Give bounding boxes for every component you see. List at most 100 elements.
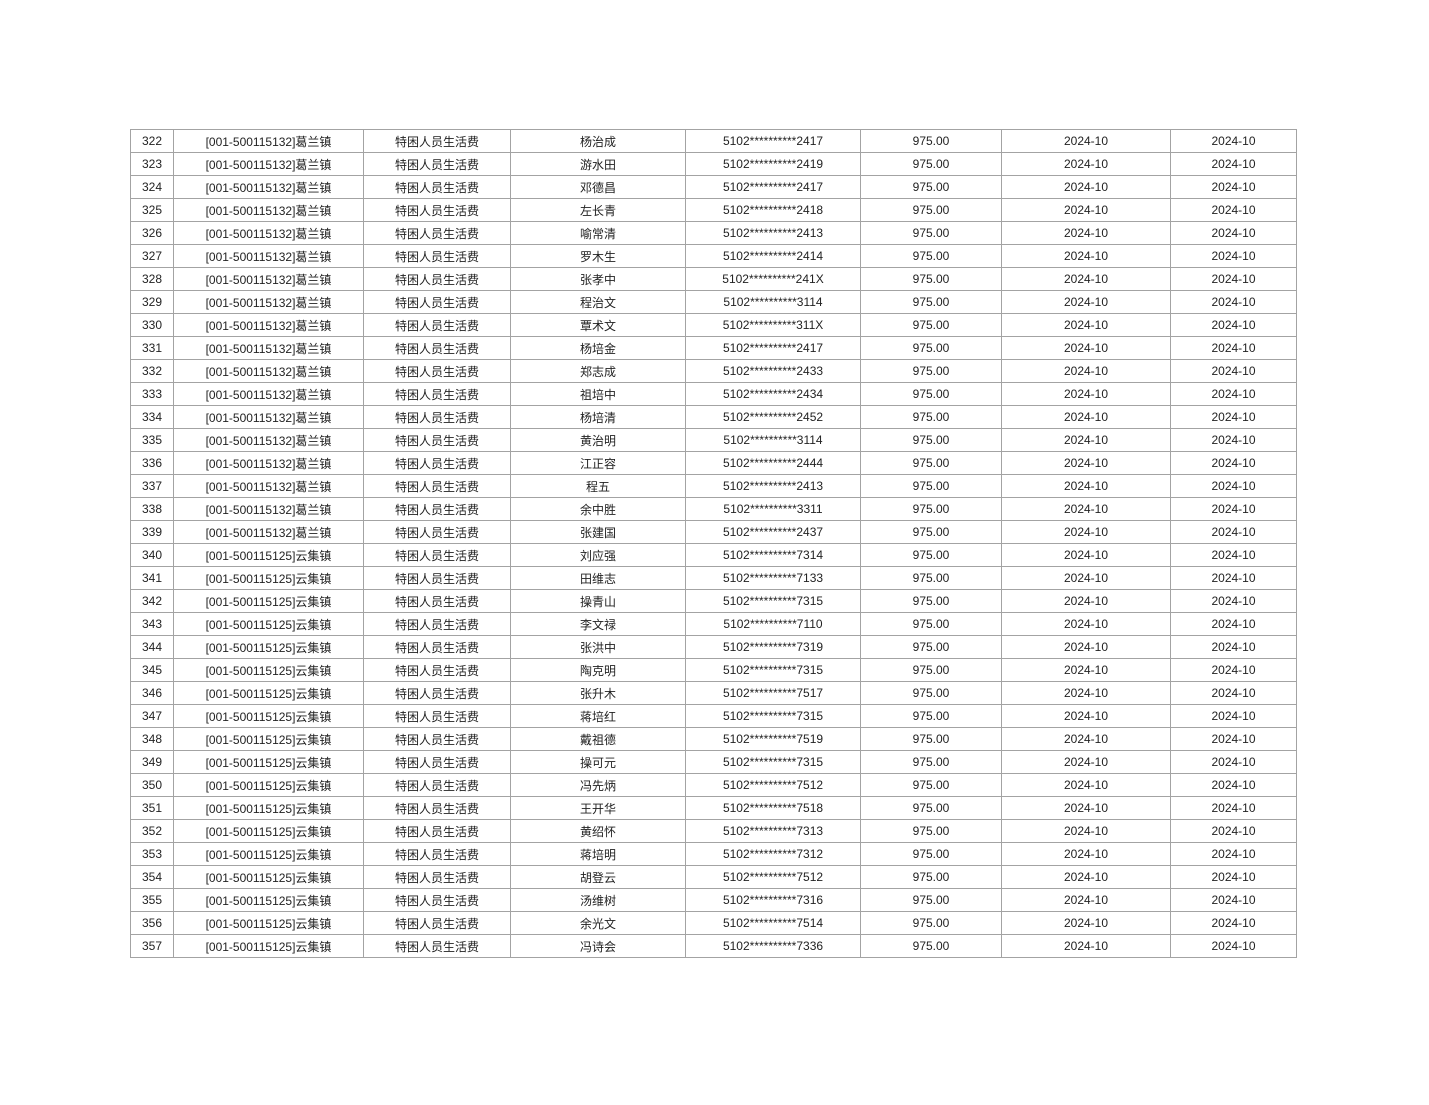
cell-amount: 975.00 (860, 175, 1002, 199)
cell-amount: 975.00 (860, 750, 1002, 774)
cell-month-2: 2024-10 (1170, 773, 1297, 797)
cell-org-unit: [001-500115125]云集镇 (173, 773, 364, 797)
cell-id-number-masked: 5102**********7514 (685, 911, 861, 935)
cell-row-number: 336 (130, 451, 174, 475)
cell-row-number: 343 (130, 612, 174, 636)
cell-person-name: 蒋培明 (510, 842, 686, 866)
cell-month-1: 2024-10 (1001, 819, 1171, 843)
cell-person-name: 张建国 (510, 520, 686, 544)
cell-subsidy-item: 特困人员生活费 (363, 451, 511, 475)
cell-row-number: 344 (130, 635, 174, 659)
cell-subsidy-item: 特困人员生活费 (363, 405, 511, 429)
cell-month-1: 2024-10 (1001, 911, 1171, 935)
cell-person-name: 陶克明 (510, 658, 686, 682)
cell-subsidy-item: 特困人员生活费 (363, 612, 511, 636)
cell-id-number-masked: 5102**********7336 (685, 934, 861, 958)
cell-org-unit: [001-500115125]云集镇 (173, 934, 364, 958)
cell-amount: 975.00 (860, 543, 1002, 567)
table-row: 336 [001-500115132]葛兰镇 特困人员生活费 江正容 5102*****… (130, 451, 1297, 475)
cell-id-number-masked: 5102**********7518 (685, 796, 861, 820)
cell-subsidy-item: 特困人员生活费 (363, 865, 511, 889)
cell-amount: 975.00 (860, 451, 1002, 475)
cell-amount: 975.00 (860, 336, 1002, 360)
cell-person-name: 覃术文 (510, 313, 686, 337)
table-row: 348 [001-500115125]云集镇 特困人员生活费 戴祖德 5102*****… (130, 727, 1297, 751)
cell-amount: 975.00 (860, 359, 1002, 383)
cell-month-2: 2024-10 (1170, 405, 1297, 429)
cell-subsidy-item: 特困人员生活费 (363, 543, 511, 567)
cell-org-unit: [001-500115132]葛兰镇 (173, 198, 364, 222)
cell-id-number-masked: 5102**********3311 (685, 497, 861, 521)
cell-subsidy-item: 特困人员生活费 (363, 796, 511, 820)
cell-amount: 975.00 (860, 635, 1002, 659)
cell-month-1: 2024-10 (1001, 474, 1171, 498)
cell-month-2: 2024-10 (1170, 313, 1297, 337)
cell-amount: 975.00 (860, 796, 1002, 820)
cell-org-unit: [001-500115132]葛兰镇 (173, 520, 364, 544)
cell-subsidy-item: 特困人员生活费 (363, 704, 511, 728)
cell-month-2: 2024-10 (1170, 198, 1297, 222)
cell-row-number: 322 (130, 129, 174, 153)
cell-month-1: 2024-10 (1001, 612, 1171, 636)
cell-month-1: 2024-10 (1001, 543, 1171, 567)
cell-amount: 975.00 (860, 221, 1002, 245)
cell-person-name: 李文禄 (510, 612, 686, 636)
cell-org-unit: [001-500115132]葛兰镇 (173, 313, 364, 337)
cell-org-unit: [001-500115132]葛兰镇 (173, 221, 364, 245)
table-row: 350 [001-500115125]云集镇 特困人员生活费 冯先炳 5102*****… (130, 773, 1297, 797)
cell-month-1: 2024-10 (1001, 244, 1171, 268)
cell-subsidy-item: 特困人员生活费 (363, 428, 511, 452)
cell-person-name: 操可元 (510, 750, 686, 774)
cell-id-number-masked: 5102**********7517 (685, 681, 861, 705)
cell-id-number-masked: 5102**********7315 (685, 658, 861, 682)
cell-subsidy-item: 特困人员生活费 (363, 474, 511, 498)
cell-row-number: 347 (130, 704, 174, 728)
cell-subsidy-item: 特困人员生活费 (363, 934, 511, 958)
cell-org-unit: [001-500115125]云集镇 (173, 750, 364, 774)
cell-org-unit: [001-500115125]云集镇 (173, 842, 364, 866)
cell-amount: 975.00 (860, 773, 1002, 797)
cell-row-number: 330 (130, 313, 174, 337)
cell-person-name: 冯诗会 (510, 934, 686, 958)
table-row: 341 [001-500115125]云集镇 特困人员生活费 田维志 5102*****… (130, 566, 1297, 590)
cell-id-number-masked: 5102**********2437 (685, 520, 861, 544)
cell-amount: 975.00 (860, 658, 1002, 682)
cell-month-1: 2024-10 (1001, 704, 1171, 728)
cell-person-name: 杨培清 (510, 405, 686, 429)
cell-amount: 975.00 (860, 704, 1002, 728)
cell-month-1: 2024-10 (1001, 359, 1171, 383)
cell-subsidy-item: 特困人员生活费 (363, 497, 511, 521)
cell-org-unit: [001-500115125]云集镇 (173, 865, 364, 889)
cell-id-number-masked: 5102**********7512 (685, 773, 861, 797)
cell-subsidy-item: 特困人员生活费 (363, 221, 511, 245)
cell-id-number-masked: 5102**********2414 (685, 244, 861, 268)
cell-org-unit: [001-500115132]葛兰镇 (173, 129, 364, 153)
cell-month-1: 2024-10 (1001, 198, 1171, 222)
cell-subsidy-item: 特困人员生活费 (363, 244, 511, 268)
table-row: 329 [001-500115132]葛兰镇 特困人员生活费 程治文 5102*****… (130, 290, 1297, 314)
cell-person-name: 张升木 (510, 681, 686, 705)
cell-person-name: 余中胜 (510, 497, 686, 521)
cell-subsidy-item: 特困人员生活费 (363, 750, 511, 774)
cell-person-name: 蒋培红 (510, 704, 686, 728)
table-row: 330 [001-500115132]葛兰镇 特困人员生活费 覃术文 5102*****… (130, 313, 1297, 337)
cell-id-number-masked: 5102**********2413 (685, 221, 861, 245)
cell-month-2: 2024-10 (1170, 888, 1297, 912)
cell-id-number-masked: 5102**********7319 (685, 635, 861, 659)
cell-month-1: 2024-10 (1001, 221, 1171, 245)
cell-month-2: 2024-10 (1170, 267, 1297, 291)
cell-amount: 975.00 (860, 428, 1002, 452)
cell-row-number: 338 (130, 497, 174, 521)
cell-person-name: 胡登云 (510, 865, 686, 889)
cell-org-unit: [001-500115125]云集镇 (173, 727, 364, 751)
table-row: 345 [001-500115125]云集镇 特困人员生活费 陶克明 5102*****… (130, 658, 1297, 682)
cell-org-unit: [001-500115132]葛兰镇 (173, 497, 364, 521)
cell-row-number: 331 (130, 336, 174, 360)
table-row: 328 [001-500115132]葛兰镇 特困人员生活费 张孝中 5102*****… (130, 267, 1297, 291)
cell-id-number-masked: 5102**********241X (685, 267, 861, 291)
cell-person-name: 左长青 (510, 198, 686, 222)
cell-subsidy-item: 特困人员生活费 (363, 520, 511, 544)
cell-row-number: 341 (130, 566, 174, 590)
cell-id-number-masked: 5102**********7133 (685, 566, 861, 590)
cell-id-number-masked: 5102**********2418 (685, 198, 861, 222)
